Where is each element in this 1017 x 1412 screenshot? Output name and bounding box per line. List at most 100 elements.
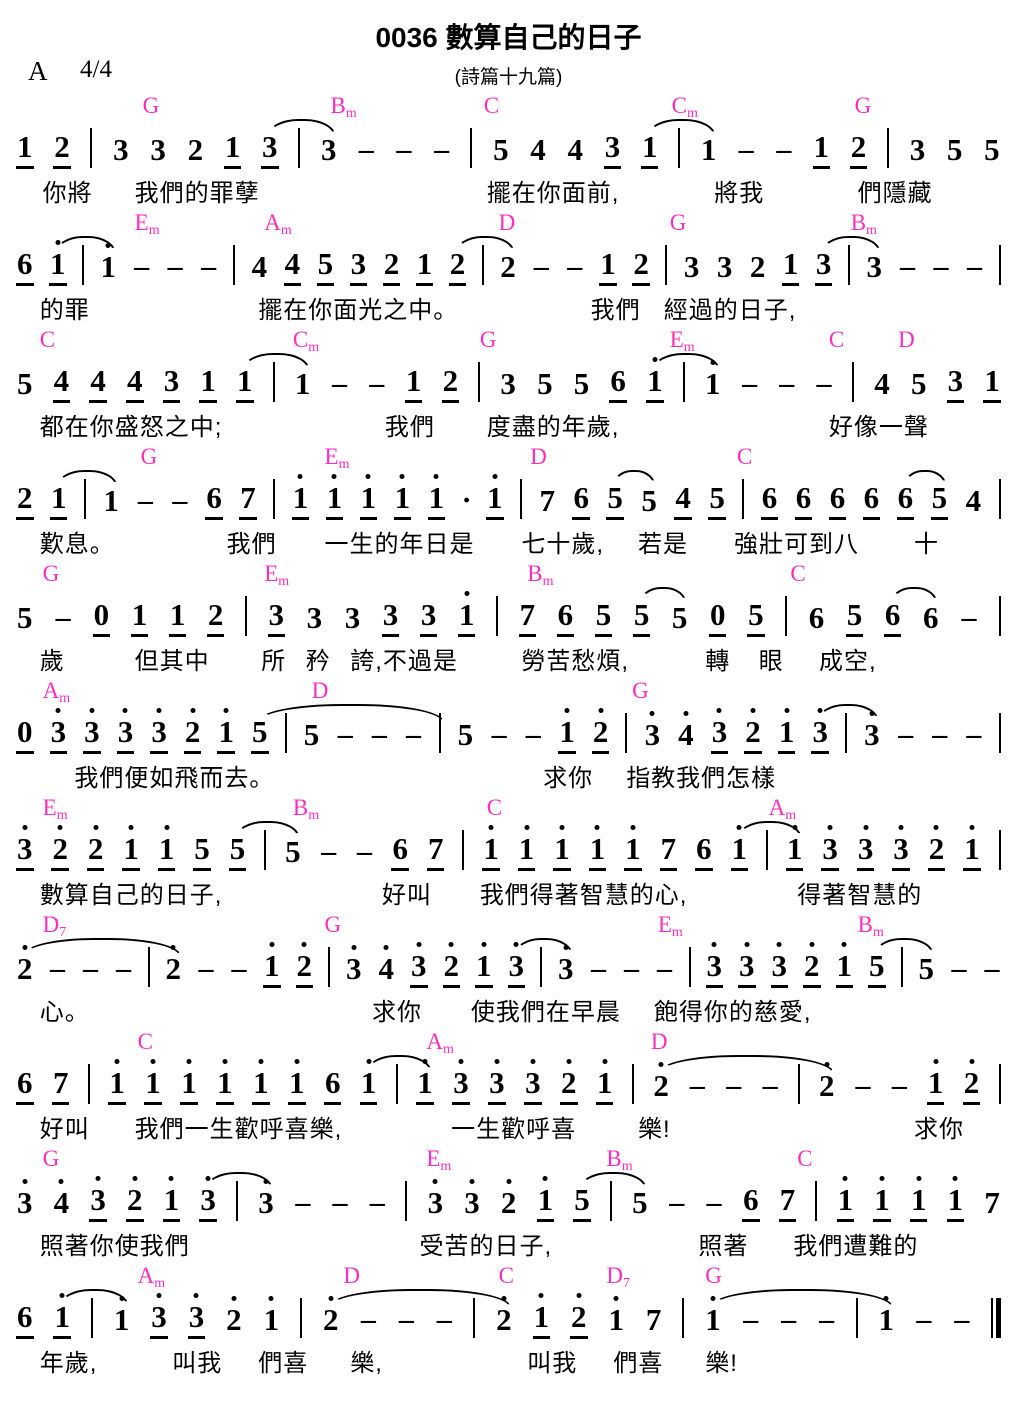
notation-row: 0 3 3 3 3 2 1 5 5– – –5– –1 2 3 4 3 2 1 3 3– – – (14, 704, 1003, 756)
dash: – (55, 601, 71, 634)
barline (900, 947, 903, 987)
note: 6 (609, 364, 627, 403)
note: 1 (646, 357, 664, 403)
note: 5 (285, 834, 301, 869)
system: G Em Bm C 3 4 3 2 1 3 3– – –3 3 2 1 5 5– –6 7 1 1 1 1 7 照著你使我們 受苦的… (0, 1146, 1017, 1263)
lyric-segment: 你將 (42, 180, 93, 207)
note: 2 (749, 249, 766, 284)
lyric-segment: 轉 (705, 648, 731, 675)
note: 7 (659, 832, 678, 871)
note: 3 (419, 598, 438, 637)
lyric-segment: 度盡的年歲, (486, 414, 620, 441)
note: 1 (325, 474, 344, 520)
chord-label: C (790, 561, 806, 586)
note: 5 (193, 832, 211, 871)
dash: – (855, 1069, 871, 1102)
barline (272, 362, 275, 402)
note: 2 (53, 130, 71, 169)
note: 5 (316, 247, 335, 286)
note: 3 (381, 598, 400, 637)
note: 1 (983, 364, 1001, 403)
barline (742, 479, 745, 519)
lyric-segment: 數算自己的日子, (39, 882, 223, 909)
note: 1 (704, 1296, 722, 1339)
note: 0 (708, 598, 727, 637)
note: 3 (345, 945, 363, 988)
note: 1 (730, 825, 749, 871)
lyric-segment: 樂! (705, 1350, 738, 1377)
lyric-segment: 擺在你面前, (486, 180, 620, 207)
note: 5 (17, 366, 33, 401)
note: 1 (963, 825, 981, 871)
dash: – (50, 952, 65, 985)
note: 5 (493, 132, 509, 167)
note: 1 (836, 1176, 855, 1222)
note: 1 (236, 364, 254, 403)
note: 7 (778, 1183, 797, 1222)
chord-row: Em Am D G Bm (14, 210, 1003, 238)
note: 3 (603, 130, 622, 169)
notation-row: 5–0 1 1 2 3 3 3 3 3 1 7 6 5 5 5 0 5 6 5 6 6– (14, 587, 1003, 639)
barline (233, 245, 236, 285)
note: 4 (674, 481, 692, 520)
note: 6 (862, 481, 881, 520)
chord-label: Cm (671, 93, 698, 121)
dash: – (332, 1186, 348, 1219)
note: 2 (927, 825, 946, 871)
note: 1 (777, 708, 796, 754)
note: 3 (488, 1059, 506, 1105)
note: 3 (89, 1176, 107, 1222)
chord-label: C (137, 1029, 153, 1054)
note: 5 (632, 598, 651, 637)
note: 1 (216, 1059, 234, 1105)
lyric-segment: 求你 (913, 1116, 964, 1143)
note: 7 (426, 832, 445, 871)
note: 3 (814, 247, 833, 286)
lyric-segment: 受苦的日子, (419, 1233, 553, 1260)
barline (405, 1181, 408, 1221)
note: 2 (448, 247, 467, 286)
barline (852, 362, 855, 402)
note: 5 (930, 481, 949, 520)
note: 3 (150, 132, 166, 167)
notation-row: 1 2 3 3 2 1 3 3– – –5 4 4 3 1 1– –1 2 3 5 5 (14, 119, 1003, 171)
dash: – (706, 1186, 722, 1219)
dash: – (398, 1303, 414, 1336)
note: 1 (199, 364, 217, 403)
lyric-segment: 飽得你的慈愛, (653, 999, 812, 1026)
note: 2 (560, 1059, 578, 1105)
barline (300, 1298, 302, 1338)
barline (83, 479, 86, 519)
barline (236, 1181, 239, 1221)
barline (998, 830, 1001, 870)
note: 3 (162, 364, 181, 403)
barline (797, 1064, 800, 1104)
dash: – (932, 718, 948, 751)
system: C Cm G Em C D 5 4 4 4 3 1 1 1– –1 2 3 5 5 6 1 1– – –4 5 3 1 都在你盛怒之中… (0, 327, 1017, 444)
note: 1 (700, 132, 717, 167)
barline (273, 479, 276, 519)
barline (496, 596, 499, 636)
note: 2 (16, 945, 34, 988)
chord-label: Am (137, 1263, 166, 1291)
dash: – (491, 718, 507, 751)
system: D7 G Em Bm 2– – –2– –1 2 3 4 3 2 1 3 3– – –3 3 3 2 1 5 5– – 心。 求你使… (0, 912, 1017, 1029)
note: 1 (704, 360, 722, 403)
note: 6 (695, 832, 713, 871)
chord-label: G (669, 210, 687, 235)
note: 3 (716, 249, 733, 284)
note: 4 (283, 247, 302, 286)
barline (264, 830, 267, 870)
note: 3 (821, 825, 839, 871)
note: 1 (532, 1293, 551, 1339)
chord-label: C (486, 795, 503, 820)
dash: – (916, 1303, 932, 1336)
barline (395, 1064, 398, 1104)
lyric-segment: 指教我們怎樣 (626, 765, 777, 792)
note: 1 (595, 1059, 614, 1105)
chord-label: G (140, 444, 158, 469)
note: 1 (168, 598, 187, 637)
note: 1 (946, 1176, 965, 1222)
note: 1 (294, 366, 311, 401)
